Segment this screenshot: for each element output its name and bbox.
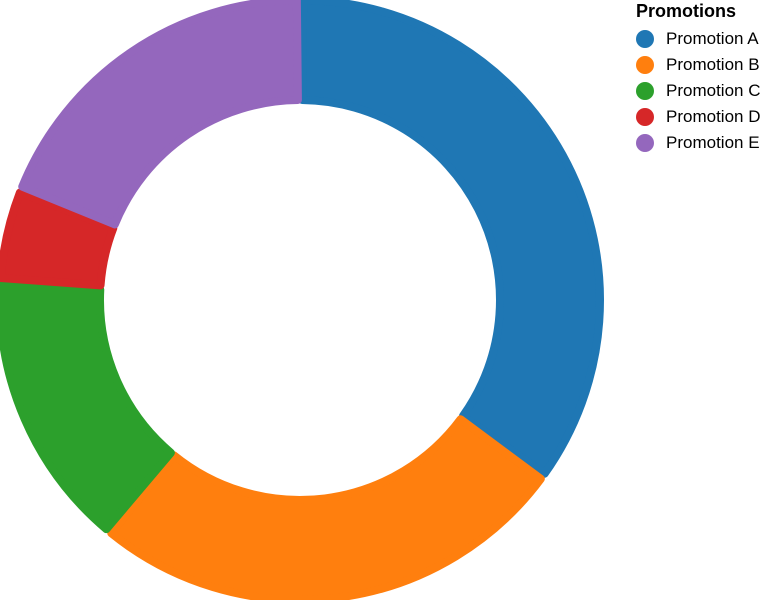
legend-item-promotion-a[interactable]: Promotion A bbox=[636, 26, 760, 52]
legend-label: Promotion B bbox=[666, 55, 760, 74]
legend-item-promotion-e[interactable]: Promotion E bbox=[636, 130, 760, 156]
legend-item-promotion-b[interactable]: Promotion B bbox=[636, 52, 760, 78]
legend-items: Promotion A Promotion B Promotion C Promoti… bbox=[636, 26, 760, 156]
slice-promotion-c[interactable] bbox=[0, 280, 175, 534]
legend-swatch bbox=[636, 82, 654, 100]
slice-promotion-a[interactable] bbox=[298, 0, 604, 478]
legend-swatch bbox=[636, 108, 654, 126]
legend-label: Promotion D bbox=[666, 107, 761, 126]
legend-swatch bbox=[636, 56, 654, 74]
legend-label: Promotion A bbox=[666, 29, 759, 48]
slice-promotion-b[interactable] bbox=[107, 415, 545, 600]
legend-swatch bbox=[636, 30, 654, 48]
slice-promotion-e[interactable] bbox=[18, 0, 302, 229]
legend-swatch bbox=[636, 134, 654, 152]
legend-label: Promotion C bbox=[666, 81, 761, 100]
legend-item-promotion-d[interactable]: Promotion D bbox=[636, 104, 760, 130]
legend-title: Promotions bbox=[636, 1, 737, 21]
legend: Promotions Promotion A Promotion B Promoti… bbox=[636, 0, 760, 156]
legend-item-promotion-c[interactable]: Promotion C bbox=[636, 78, 760, 104]
slice-promotion-d[interactable] bbox=[0, 188, 118, 290]
legend-label: Promotion E bbox=[666, 133, 760, 152]
